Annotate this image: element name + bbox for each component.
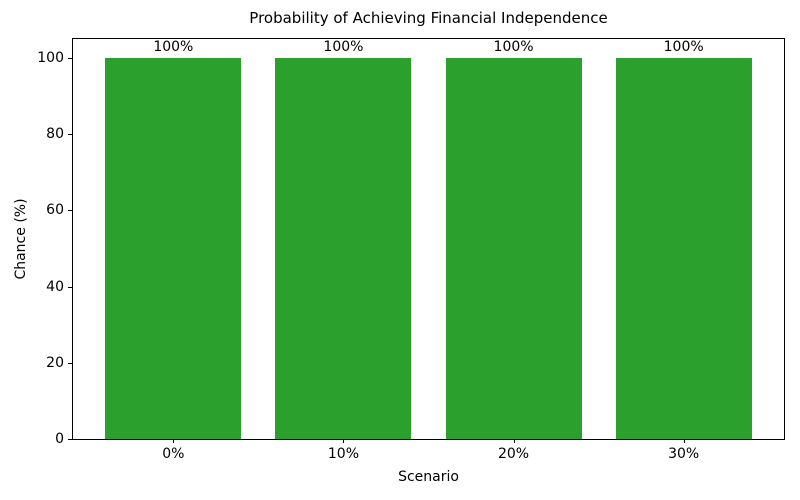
y-tick — [68, 210, 72, 212]
bar-value-label: 100% — [663, 38, 704, 55]
x-tick — [173, 439, 175, 443]
bar-value-label: 100% — [323, 38, 364, 55]
y-tick — [68, 134, 72, 136]
x-axis-label: Scenario — [398, 469, 459, 485]
y-axis-label: Chance (%) — [13, 198, 29, 280]
bar — [615, 58, 752, 439]
y-tick — [68, 362, 72, 364]
bar — [105, 58, 242, 439]
x-tick — [683, 439, 685, 443]
y-tick-label: 80 — [46, 126, 64, 143]
bar-value-label: 100% — [153, 38, 194, 55]
chart-title: Probability of Achieving Financial Indep… — [249, 9, 608, 27]
y-tick — [68, 58, 72, 60]
y-tick-label: 100 — [37, 50, 64, 67]
y-tick-label: 40 — [46, 278, 64, 295]
bar — [275, 58, 412, 439]
y-tick-label: 0 — [55, 431, 64, 447]
x-tick-label: 30% — [668, 446, 700, 462]
y-tick-label: 60 — [46, 202, 64, 219]
y-tick — [68, 439, 72, 440]
x-tick-label: 20% — [497, 446, 530, 462]
bar — [445, 58, 582, 439]
y-tick-label: 20 — [46, 354, 64, 371]
x-tick-label: 0% — [162, 446, 185, 462]
x-tick-label: 10% — [327, 446, 359, 462]
x-tick — [513, 439, 515, 443]
bar-value-label: 100% — [493, 38, 534, 55]
y-tick — [68, 286, 72, 288]
plot-area: 100% 0% 100% 10% 100% 20% 100% 30% 0 20 40 60 80 100 — [37, 38, 785, 462]
x-tick — [343, 439, 345, 443]
